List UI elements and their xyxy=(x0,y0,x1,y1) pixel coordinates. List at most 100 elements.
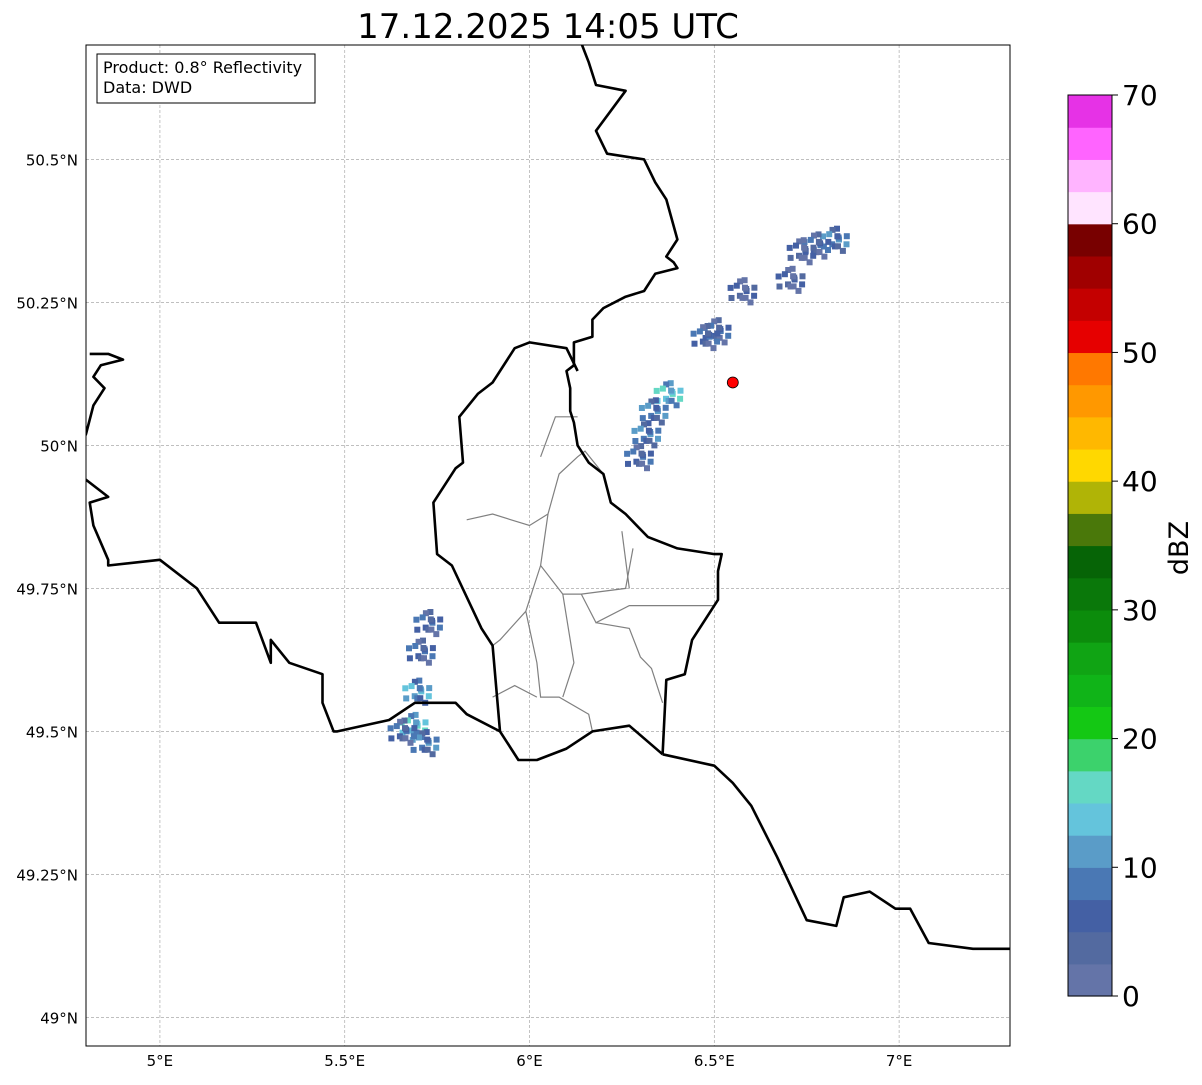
echo-pixel xyxy=(710,345,717,352)
echo-pixel xyxy=(714,338,721,345)
echo-pixel xyxy=(708,322,714,329)
colorbar-band xyxy=(1068,288,1112,321)
colorbar-band xyxy=(1068,159,1112,193)
echo-pixel xyxy=(420,637,426,644)
echo-pixel xyxy=(433,744,440,751)
echo-pixel xyxy=(393,723,400,730)
country-border xyxy=(662,753,1010,951)
echo-pixel xyxy=(751,292,758,299)
echo-pixel xyxy=(725,332,732,339)
echo-pixel xyxy=(742,284,748,291)
echo-pixel xyxy=(650,415,657,421)
echo-pixel xyxy=(796,238,803,245)
echo-pixel xyxy=(419,730,426,737)
colorbar-band xyxy=(1068,770,1112,804)
colorbar-band xyxy=(1068,545,1112,579)
echo-pixel xyxy=(815,238,822,245)
echo-pixel xyxy=(641,421,647,428)
colorbar-band xyxy=(1068,674,1112,707)
radar-echo xyxy=(690,323,721,352)
echo-pixel xyxy=(789,265,796,272)
echo-pixel xyxy=(793,242,799,249)
echo-pixel xyxy=(436,624,443,631)
echo-pixel xyxy=(433,631,440,638)
info-source: Data: DWD xyxy=(103,78,192,97)
echo-pixel xyxy=(401,717,408,724)
lat-tick-label: 50.25°N xyxy=(16,294,78,312)
echo-pixel xyxy=(423,729,430,736)
echo-pixel xyxy=(834,225,840,232)
colorbar-band xyxy=(1068,255,1112,289)
echo-pixel xyxy=(413,719,420,726)
location-marker[interactable] xyxy=(726,376,739,389)
colorbar-band xyxy=(1068,352,1112,386)
lat-tick-label: 49.75°N xyxy=(16,580,78,598)
lon-tick-label: 6.5°E xyxy=(694,1052,735,1070)
echo-pixel xyxy=(702,335,709,341)
echo-pixel xyxy=(406,655,413,662)
echo-pixel xyxy=(673,402,680,409)
echo-pixel xyxy=(415,638,422,645)
echo-pixel xyxy=(426,685,433,692)
echo-pixel xyxy=(625,460,631,467)
echo-pixel xyxy=(795,287,802,294)
echo-pixel xyxy=(655,427,662,434)
echo-pixel xyxy=(691,340,698,347)
echo-pixel xyxy=(416,734,422,741)
map-gridlines xyxy=(86,45,1010,1046)
colorbar-tick-label: 40 xyxy=(1122,465,1158,498)
echo-pixel xyxy=(742,294,749,301)
colorbar-band xyxy=(1068,931,1112,965)
echo-pixel xyxy=(825,247,831,253)
echo-pixel xyxy=(419,614,426,621)
colorbar-band xyxy=(1068,448,1112,482)
echo-pixel xyxy=(427,609,434,615)
echo-pixel xyxy=(668,387,675,394)
echo-pixel xyxy=(411,678,418,685)
echo-pixel xyxy=(653,404,660,411)
radar-echo xyxy=(786,237,817,266)
echo-pixel xyxy=(647,450,654,457)
colorbar-tick-label: 0 xyxy=(1122,980,1140,1013)
echo-pixel xyxy=(645,402,652,409)
echo-pixel xyxy=(397,718,404,725)
radar-echo xyxy=(624,443,654,472)
echo-pixel xyxy=(639,415,646,422)
echo-pixel xyxy=(655,435,661,442)
echo-pixel xyxy=(653,387,660,394)
map-frame xyxy=(85,44,1011,1047)
echo-pixel xyxy=(653,414,660,421)
colorbar-band xyxy=(1068,802,1112,836)
echo-pixel xyxy=(781,271,788,278)
radar-echo xyxy=(413,609,444,638)
echo-pixel xyxy=(716,334,723,341)
echo-pixel xyxy=(785,267,792,273)
echo-pixel xyxy=(721,339,728,346)
echo-pixel xyxy=(787,254,794,261)
echo-pixel xyxy=(417,695,424,702)
colorbar-tick-label: 20 xyxy=(1122,723,1158,756)
latitude-axis: 49°N 49.25°N 49.5°N 49.75°N 50°N 50.25°N 50.5°… xyxy=(16,151,78,1027)
echo-pixel xyxy=(425,659,432,666)
echo-pixel xyxy=(414,626,421,633)
lat-tick-label: 49.5°N xyxy=(26,723,78,741)
echo-pixel xyxy=(437,616,444,623)
echo-pixel xyxy=(806,259,813,266)
colorbar-band xyxy=(1068,320,1112,354)
echo-pixel xyxy=(733,282,740,289)
lat-tick-label: 50°N xyxy=(40,437,78,455)
colorbar-tick-label: 10 xyxy=(1122,851,1158,884)
echo-pixel xyxy=(816,249,823,255)
colorbar-band xyxy=(1068,609,1112,643)
echo-pixel xyxy=(790,283,797,290)
location-markers xyxy=(726,376,739,389)
echo-pixel xyxy=(658,419,665,426)
colorbar-ticks: 0 10 20 30 40 50 60 70 xyxy=(1112,79,1158,1013)
colorbar-tick-label: 50 xyxy=(1122,336,1158,369)
lat-tick-label: 49°N xyxy=(40,1009,78,1027)
map-area[interactable]: Product: 0.8° Reflectivity Data: DWD xyxy=(79,34,1011,1047)
echo-pixel xyxy=(659,385,666,392)
echo-pixel xyxy=(424,736,431,743)
echo-pixel xyxy=(715,317,722,324)
echo-pixel xyxy=(387,725,394,732)
